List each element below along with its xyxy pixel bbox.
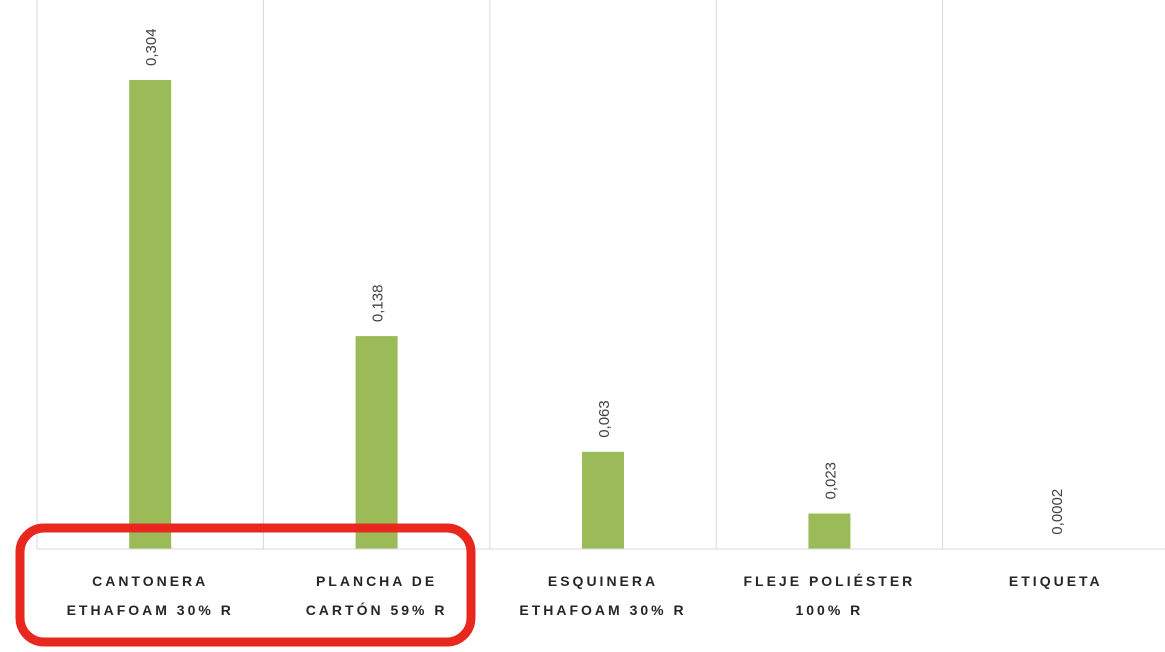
x-tick-label: FLEJE POLIÉSTER 100% R (743, 573, 915, 618)
x-tick-label-line: CARTÓN 59% R (306, 601, 448, 618)
x-tick-label: ETIQUETA (1009, 573, 1103, 589)
data-label: 0,0002 (1049, 489, 1066, 535)
x-tick-label: ESQUINERA ETHAFOAM 30% R (519, 573, 686, 618)
data-label: 0,023 (822, 462, 839, 500)
x-tick-label-line: ETHAFOAM 30% R (67, 602, 234, 618)
x-tick-label-line: CANTONERA (92, 573, 208, 589)
x-tick-label: CANTONERA ETHAFOAM 30% R (67, 573, 234, 618)
x-tick-label-line: 100% R (795, 602, 863, 618)
bar (808, 513, 851, 549)
highlight-box (15, 523, 476, 647)
x-tick-label-line: ESQUINERA (548, 573, 658, 589)
data-label: 0,063 (596, 400, 613, 438)
data-label: 0,138 (370, 285, 387, 323)
x-tick-label-line: ETHAFOAM 30% R (519, 602, 686, 618)
data-label: 0,304 (143, 28, 160, 66)
x-tick-label: PLANCHA DE CARTÓN 59% R (306, 573, 448, 618)
x-tick-label-line: FLEJE POLIÉSTER (743, 573, 915, 589)
bar (355, 336, 398, 549)
bar (582, 451, 624, 549)
x-tick-label-line: PLANCHA DE (316, 573, 437, 589)
x-tick-label-line: ETIQUETA (1009, 573, 1103, 589)
bar (129, 79, 172, 549)
